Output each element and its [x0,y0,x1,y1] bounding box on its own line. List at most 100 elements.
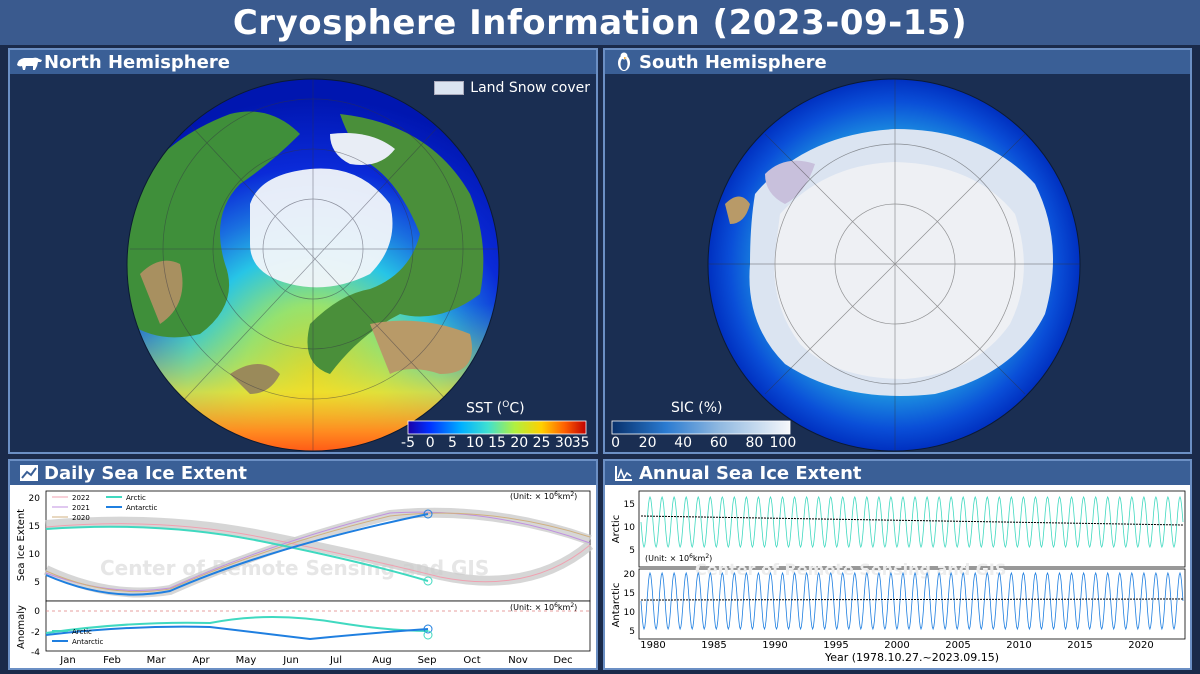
sic-tick: 100 [769,435,797,451]
svg-text:2020: 2020 [72,514,90,522]
daily-sea-ice-panel: Daily Sea Ice Extent Center of Remote Se… [8,459,598,670]
year-2021-antarctic-line [45,511,591,591]
svg-text:2010: 2010 [1006,640,1031,651]
svg-text:2020: 2020 [1128,640,1153,651]
sic-colorbar-ticks: 0 20 40 60 80 100 [611,435,796,452]
svg-text:Nov: Nov [508,655,528,666]
svg-text:10: 10 [624,608,636,618]
arctic-climatology-band [45,516,594,586]
penguin-icon [609,51,639,73]
sst-tick: 0 [425,435,435,451]
annual-sea-ice-panel: Annual Sea Ice Extent Center of Remote S… [603,459,1192,670]
svg-text:2005: 2005 [945,640,970,651]
annual-ylabel-bottom: Antarctic [611,583,622,628]
antarctic-anomaly-line [45,625,429,641]
snow-cover-swatch [434,81,465,95]
svg-text:Jul: Jul [329,655,342,666]
north-globe-map [126,78,587,452]
year-2020-line [45,512,591,593]
south-panel-header: South Hemisphere [605,50,1190,74]
sst-colorbar-ticks: -5 0 5 10 15 20 25 30 35 [401,435,590,452]
arctic-anomaly-line [45,616,429,634]
daily-ylabel-bottom: Anomaly [16,605,27,649]
north-map-area: Land Snow cover SST (OC) -5 0 5 10 15 20… [10,74,596,452]
sst-colorbar-label: SST (OC) [466,400,525,417]
sst-tick: 20 [510,435,529,451]
svg-text:Aug: Aug [372,655,392,666]
polar-bear-icon [14,51,44,73]
annual-chart-icon [609,462,639,484]
svg-text:Antarctic: Antarctic [126,504,158,512]
annual-chart-svg: Center of Remote Sensing and GIS 15 10 5… [611,490,1186,664]
annual-unit-label: (Unit: × 106km2) [645,553,712,563]
sic-colorbar [611,420,791,435]
daily-unit-bottom: (Unit: × 106km2) [510,602,577,612]
sst-tick: 5 [448,435,457,451]
sst-tick: 25 [532,435,551,451]
arctic-sea-ice [250,168,393,288]
svg-text:10: 10 [624,523,636,533]
sic-tick: 80 [745,435,764,451]
svg-text:1985: 1985 [701,640,726,651]
south-globe-map [611,78,1081,452]
arctic-annual-series [640,495,1184,549]
svg-text:1990: 1990 [762,640,787,651]
daily-unit-top: (Unit: × 106km2) [510,491,577,501]
antarctic-annual-series [640,571,1184,631]
daily-chart-area: Center of Remote Sensing and GIS 20 15 1… [10,485,596,668]
sic-tick: 60 [709,435,728,451]
antarctic-2023-line [45,513,429,596]
sic-tick: 0 [611,435,621,451]
svg-text:1995: 1995 [823,640,848,651]
annual-year-axis: 1980 1985 1990 1995 2000 2005 2010 2015 … [640,640,1153,651]
svg-text:Dec: Dec [553,655,572,666]
svg-text:5: 5 [629,627,635,637]
svg-text:20: 20 [624,570,636,580]
daily-legend: 2022 2021 2020 Arctic Antarctic [52,494,158,522]
title-bar: Cryosphere Information (2023-09-15) [0,0,1200,45]
svg-text:2021: 2021 [72,504,90,512]
svg-text:Arctic: Arctic [126,494,146,502]
annual-chart-area: Center of Remote Sensing and GIS 15 10 5… [605,485,1190,668]
annual-ylabel-top: Arctic [611,515,622,543]
svg-text:Sep: Sep [418,655,437,666]
north-hemisphere-panel: North Hemisphere [8,48,598,454]
svg-text:Oct: Oct [463,655,480,666]
snow-cover-label: Land Snow cover [470,80,590,96]
sst-tick: 10 [465,435,484,451]
eurasia-land [307,114,484,374]
svg-text:Feb: Feb [103,655,121,666]
annual-antarctic-yticks: 20 15 10 5 [624,570,636,637]
daily-panel-title: Daily Sea Ice Extent [44,462,247,484]
daily-ytick: 20 [29,494,41,504]
antarctica-land [774,162,1024,379]
daily-ylabel-top: Sea Ice Extent [16,509,27,581]
line-chart-icon [14,462,44,484]
svg-text:Jan: Jan [59,655,75,666]
arctic-trend-line [640,515,1184,526]
annual-panel-header: Annual Sea Ice Extent [605,461,1190,485]
svg-text:May: May [236,655,257,666]
sic-tick: 20 [638,435,657,451]
antarctic-current-marker [423,509,433,519]
daily-anomaly-plot-frame [45,600,591,652]
north-panel-header: North Hemisphere [10,50,596,74]
anomaly-legend: Arctic Antarctic [52,628,104,646]
south-panel-title: South Hemisphere [639,51,827,73]
annual-xlabel: Year (1978.10.27.~2023.09.15) [824,651,999,664]
daily-ytick: 10 [29,550,41,560]
sst-tick: 15 [488,435,506,451]
svg-text:Antarctic: Antarctic [72,638,104,646]
daily-month-axis: Jan Feb Mar Apr May Jun Jul Aug Sep Oct … [59,655,572,666]
daily-chart-svg: Center of Remote Sensing and GIS 20 15 1… [16,490,594,666]
sic-tick: 40 [674,435,693,451]
svg-text:1980: 1980 [640,640,665,651]
daily-ytick: 5 [34,578,40,588]
sst-colorbar [407,420,587,435]
anomaly-ytick: 0 [34,607,40,617]
north-panel-title: North Hemisphere [44,51,230,73]
sst-tick: 35 [571,435,590,451]
sst-tick: -5 [401,435,415,451]
annual-watermark: Center of Remote Sensing and GIS [695,560,1006,579]
svg-text:2015: 2015 [1067,640,1092,651]
